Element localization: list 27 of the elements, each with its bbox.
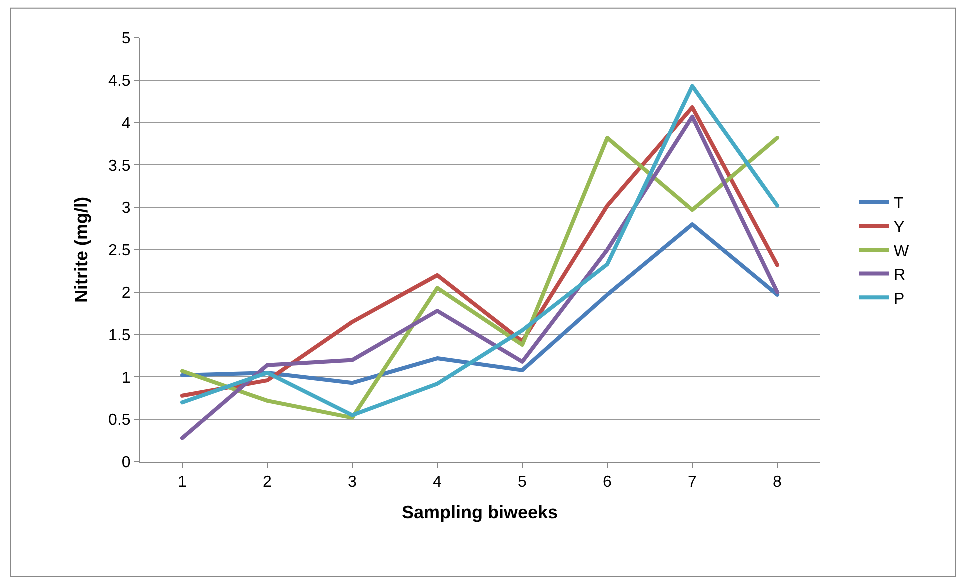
- y-tick-label: 3: [122, 200, 131, 218]
- legend-label: P: [894, 290, 905, 308]
- x-tick-label: 8: [773, 474, 782, 492]
- y-tick-label: 4.5: [108, 73, 131, 90]
- y-axis-title: Nitrite (mg/l): [72, 197, 92, 303]
- y-tick-label: 2: [122, 285, 131, 302]
- legend-label: Y: [894, 219, 905, 236]
- legend-label: R: [894, 267, 906, 284]
- x-tick-label: 7: [688, 474, 698, 492]
- x-tick-label: 6: [603, 474, 612, 492]
- x-tick-label: 5: [518, 474, 528, 492]
- x-tick-label: 3: [348, 474, 358, 492]
- line-series: [180, 222, 780, 386]
- y-tick-label: 3.5: [108, 158, 131, 175]
- x-tick-label: 2: [263, 474, 272, 492]
- y-tick-label: 0.5: [108, 412, 131, 430]
- x-tick-label: 4: [433, 474, 442, 492]
- x-axis-title: Sampling biweeks: [402, 502, 558, 522]
- y-tick-label: 1.5: [108, 327, 131, 344]
- y-tick-label: 1: [122, 370, 131, 387]
- legend-label: W: [894, 243, 910, 260]
- x-tick-label: 1: [178, 474, 188, 492]
- y-tick-label: 0: [122, 454, 131, 472]
- y-tick-label: 5: [122, 30, 131, 48]
- legend-label: T: [894, 196, 904, 213]
- y-tick-label: 2.5: [108, 242, 131, 260]
- y-tick-label: 4: [122, 115, 131, 132]
